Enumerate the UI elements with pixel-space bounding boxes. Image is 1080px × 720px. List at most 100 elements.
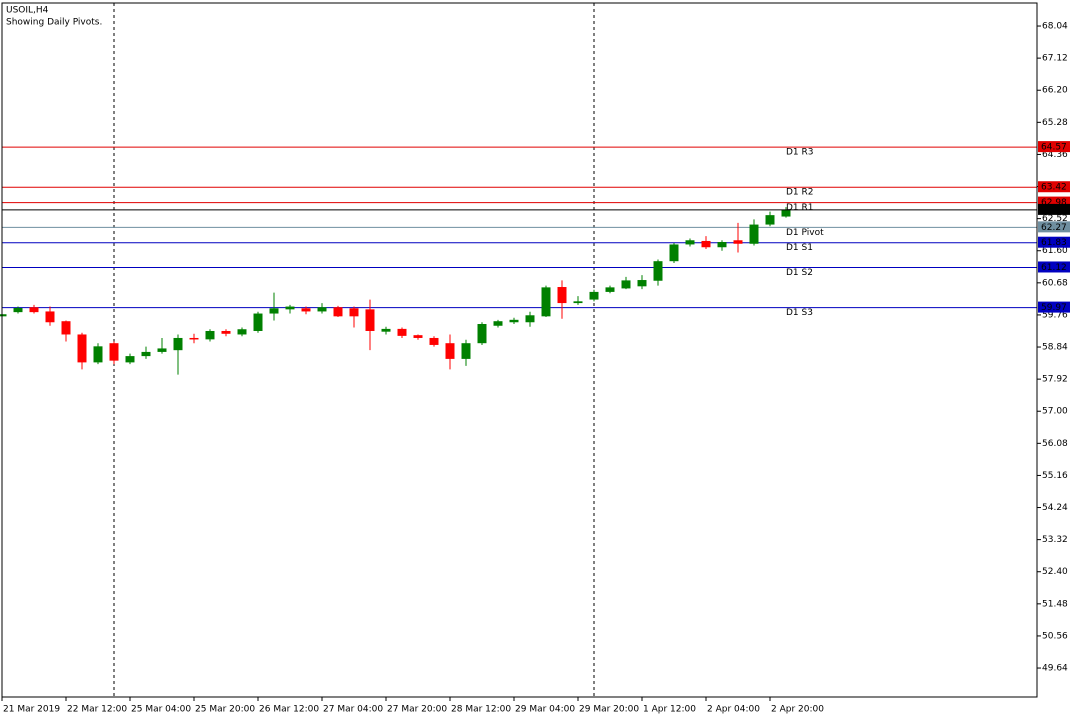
candle-body	[301, 308, 311, 312]
candle-body	[221, 330, 231, 334]
pivot-name: D1 R2	[786, 188, 814, 198]
candle-body	[701, 240, 711, 248]
pivot-price-box	[1038, 141, 1070, 153]
y-tick-label: 67.12	[1042, 54, 1068, 64]
pivot-name: D1 Pivot	[786, 228, 824, 238]
y-tick-label: 52.40	[1042, 567, 1068, 577]
x-tick-label: 2 Apr 20:00	[771, 705, 824, 715]
x-tick-label: 27 Mar 20:00	[387, 705, 447, 715]
last-price: 62.77	[1041, 205, 1067, 215]
candle-body	[141, 351, 151, 357]
candle-body	[477, 324, 487, 344]
y-tick-label: 65.28	[1042, 118, 1068, 128]
candle-body	[189, 337, 199, 340]
last-price-box	[1038, 203, 1070, 215]
x-tick-label: 22 Mar 12:00	[67, 705, 127, 715]
candle-body	[317, 307, 327, 312]
candle-body	[781, 209, 791, 217]
candle-body	[605, 287, 615, 292]
chart-subtitle: Showing Daily Pivots.	[6, 18, 102, 28]
candle-body	[109, 343, 119, 361]
candle-body	[749, 224, 759, 244]
x-tick-label: 28 Mar 12:00	[451, 705, 511, 715]
candle-body	[349, 308, 359, 317]
candle-body	[397, 328, 407, 336]
y-tick-label: 64.36	[1042, 150, 1068, 160]
candle-body	[445, 343, 455, 359]
candle-body	[269, 308, 279, 314]
candle-body	[45, 311, 55, 323]
candle-body	[621, 280, 631, 289]
pivot-price-box	[1038, 261, 1070, 273]
candle-body	[173, 337, 183, 351]
y-tick-label: 60.68	[1042, 278, 1068, 288]
chart-title: USOIL,H4	[6, 6, 49, 16]
pivot-price-box	[1038, 181, 1070, 193]
candle-body	[653, 261, 663, 281]
y-tick-label: 55.16	[1042, 471, 1068, 481]
pivot-price-box	[1038, 236, 1070, 248]
candle-body	[61, 321, 71, 335]
x-tick-label: 25 Mar 20:00	[195, 705, 255, 715]
candle-body	[557, 287, 567, 304]
pivot-price-box	[1038, 221, 1070, 233]
pivot-price: 62.98	[1041, 198, 1067, 208]
x-tick-label: 25 Mar 04:00	[131, 705, 191, 715]
pivot-price: 59.97	[1041, 303, 1067, 313]
candle-body	[77, 334, 87, 363]
x-tick-label: 1 Apr 12:00	[643, 705, 696, 715]
pivot-price-box	[1038, 196, 1070, 208]
y-tick-label: 56.08	[1042, 439, 1068, 449]
candle-body	[509, 319, 519, 323]
x-tick-label: 29 Mar 04:00	[515, 705, 575, 715]
candle-body	[157, 348, 167, 352]
y-tick-label: 51.48	[1042, 599, 1068, 609]
pivot-name: D1 S1	[786, 243, 813, 253]
candle-body	[0, 314, 7, 317]
candle-body	[93, 346, 103, 363]
plot-frame	[1, 2, 1038, 698]
candle-body	[637, 280, 647, 287]
candle-body	[13, 307, 23, 313]
pivot-name: D1 S2	[786, 268, 813, 278]
candle-body	[685, 240, 695, 245]
candle-body	[765, 215, 775, 225]
y-tick-label: 61.60	[1042, 246, 1068, 256]
candle-body	[429, 337, 439, 345]
y-tick-label: 68.04	[1042, 22, 1068, 32]
pivot-price: 61.12	[1041, 263, 1067, 273]
pivot-price-box	[1038, 301, 1070, 313]
pivot-price: 64.57	[1041, 143, 1067, 153]
candle-body	[253, 313, 263, 331]
pivot-name: D1 R1	[786, 203, 814, 213]
candle-body	[669, 244, 679, 262]
candle-body	[573, 301, 583, 304]
y-tick-label: 54.24	[1042, 503, 1068, 513]
x-tick-label: 27 Mar 04:00	[323, 705, 383, 715]
candle-body	[381, 328, 391, 332]
y-tick-label: 53.32	[1042, 535, 1068, 545]
x-tick-label: 29 Mar 20:00	[579, 705, 639, 715]
candle-body	[125, 356, 135, 363]
pivot-price: 61.83	[1041, 238, 1067, 248]
y-tick-label: 57.00	[1042, 407, 1068, 417]
pivot-price: 63.42	[1041, 183, 1067, 193]
y-tick-label: 49.64	[1042, 664, 1068, 674]
y-tick-label: 57.92	[1042, 375, 1068, 385]
candle-body	[717, 242, 727, 248]
candle-body	[733, 240, 743, 244]
x-tick-label: 26 Mar 12:00	[259, 705, 319, 715]
candle-body	[589, 291, 599, 300]
candle-body	[365, 309, 375, 331]
candle-body	[525, 315, 535, 323]
candle-body	[493, 321, 503, 326]
candle-body	[285, 306, 295, 310]
y-tick-label: 62.52	[1042, 214, 1068, 224]
pivot-price: 62.27	[1041, 223, 1067, 233]
candle-body	[461, 343, 471, 359]
pivot-name: D1 R3	[786, 148, 814, 158]
candle-body	[29, 307, 39, 313]
candle-body	[413, 335, 423, 338]
